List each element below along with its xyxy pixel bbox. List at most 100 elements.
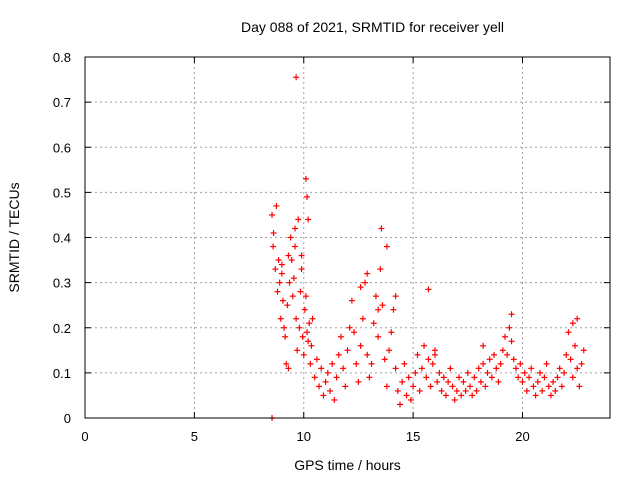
data-point <box>281 324 288 331</box>
data-point <box>421 342 428 349</box>
data-point <box>488 374 495 381</box>
data-point <box>305 338 312 345</box>
data-point <box>427 383 434 390</box>
data-point <box>304 193 311 200</box>
data-point <box>270 243 277 250</box>
data-point <box>526 374 533 381</box>
data-point <box>348 297 355 304</box>
data-point <box>318 365 325 372</box>
y-tick-label: 0.4 <box>53 231 71 246</box>
data-point <box>445 378 452 385</box>
data-point <box>432 351 438 358</box>
data-point <box>504 351 511 358</box>
data-point <box>397 401 403 408</box>
data-point <box>418 365 425 372</box>
data-point <box>364 270 371 277</box>
data-point <box>333 374 340 381</box>
data-point <box>298 252 305 259</box>
data-point <box>412 369 419 376</box>
data-point <box>473 387 480 394</box>
data-point <box>491 351 498 358</box>
y-tick-label: 0.8 <box>53 50 71 65</box>
data-point <box>574 315 581 322</box>
data-point <box>510 356 517 363</box>
data-point <box>392 365 399 372</box>
data-point <box>302 175 309 182</box>
data-point <box>293 74 300 81</box>
data-point <box>569 320 576 327</box>
data-point <box>344 347 351 354</box>
data-point <box>480 342 487 349</box>
data-point <box>462 387 469 394</box>
y-tick-label: 0.7 <box>53 95 71 110</box>
x-tick-label: 10 <box>297 429 311 444</box>
y-tick-label: 0.1 <box>53 366 71 381</box>
data-point <box>308 342 315 349</box>
data-point <box>307 360 314 367</box>
data-point <box>386 347 393 354</box>
chart-title: Day 088 of 2021, SRMTID for receiver yel… <box>241 19 504 35</box>
data-point <box>378 225 385 232</box>
data-point <box>495 378 502 385</box>
y-axis-label: SRMTID / TECUs <box>6 182 22 292</box>
data-point <box>383 383 390 390</box>
data-point <box>353 360 360 367</box>
data-point <box>558 383 565 390</box>
data-point <box>287 234 294 241</box>
data-point <box>523 387 530 394</box>
data-point <box>512 365 519 372</box>
data-point <box>296 324 303 331</box>
data-point <box>362 279 368 286</box>
data-point <box>453 387 460 394</box>
data-point <box>327 387 333 394</box>
data-point <box>569 374 576 381</box>
data-point <box>528 365 535 372</box>
data-point <box>283 360 290 367</box>
data-point <box>377 266 384 273</box>
data-point <box>416 387 423 394</box>
data-point <box>300 351 307 358</box>
data-point <box>471 374 478 381</box>
data-point <box>370 320 377 327</box>
data-point <box>292 243 298 250</box>
axis-ticks: 0 5 10 15 20 0 0.1 0.2 0.3 0.4 0.5 0.6 0.7 0.8 <box>53 50 610 444</box>
data-point <box>552 387 559 394</box>
data-point <box>311 374 318 381</box>
data-point <box>301 306 308 313</box>
data-point <box>539 387 546 394</box>
data-point <box>293 315 300 322</box>
data-point <box>410 383 417 390</box>
data-point <box>561 369 568 376</box>
data-point <box>342 383 349 390</box>
y-tick-label: 0.3 <box>53 276 71 291</box>
data-point <box>366 374 373 381</box>
data-point <box>423 374 430 381</box>
data-point <box>414 351 421 358</box>
data-point <box>403 392 410 399</box>
data-point <box>517 360 524 367</box>
data-point <box>290 275 297 282</box>
data-point <box>449 383 456 390</box>
data-point <box>279 297 286 304</box>
grid <box>85 57 610 418</box>
data-point <box>497 360 504 367</box>
y-tick-label: 0.2 <box>53 321 71 336</box>
data-point <box>285 252 292 259</box>
data-point <box>335 351 342 358</box>
data-point <box>294 347 301 354</box>
data-point <box>340 365 347 372</box>
data-point <box>276 279 283 286</box>
data-point <box>297 288 304 295</box>
data-point <box>394 387 401 394</box>
data-point <box>278 261 285 268</box>
data-point <box>381 356 388 363</box>
data-point <box>270 229 277 236</box>
data-point <box>295 216 302 223</box>
data-point <box>316 383 323 390</box>
data-point <box>292 225 298 232</box>
y-tick-label: 0.5 <box>53 185 71 200</box>
data-point <box>537 369 543 376</box>
y-tick-label: 0 <box>64 411 71 426</box>
data-point <box>275 257 282 264</box>
